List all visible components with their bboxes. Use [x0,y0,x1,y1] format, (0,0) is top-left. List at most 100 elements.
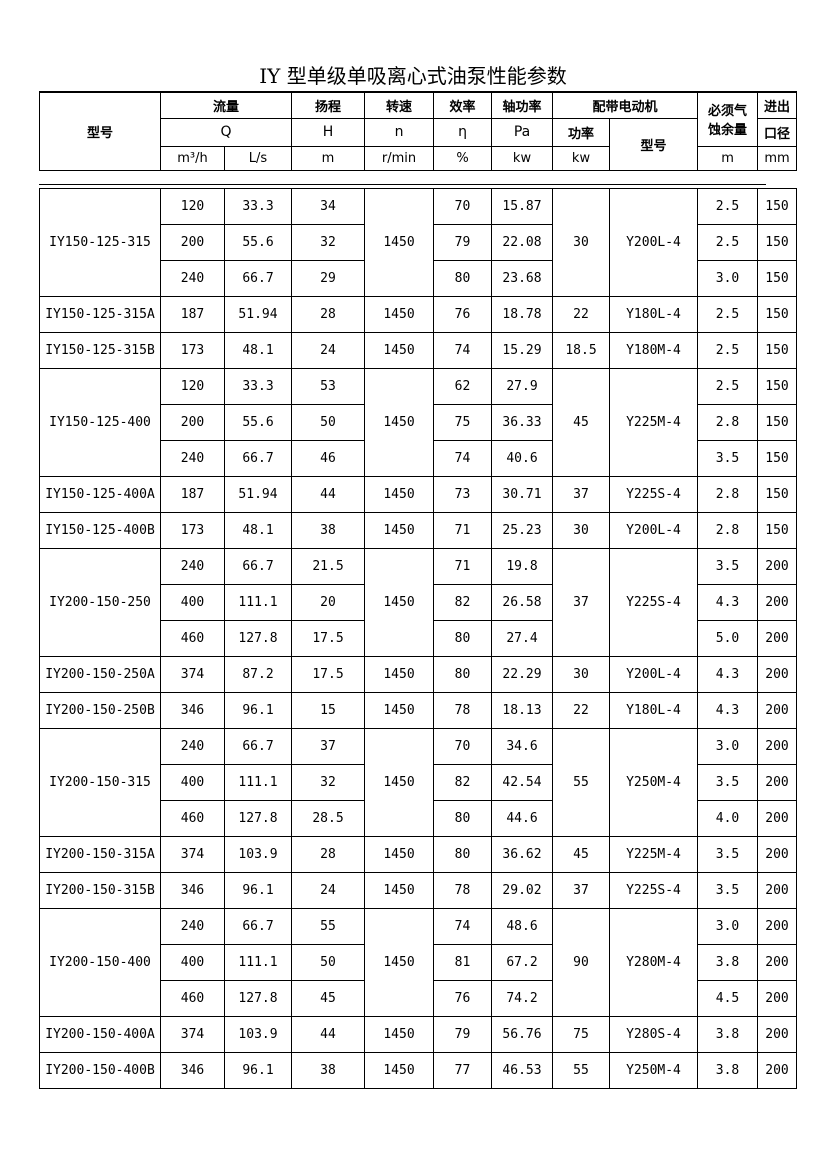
cell-shaft-power: 42.54 [491,764,553,801]
cell-model: IY200-150-400B [39,1052,161,1089]
cell-speed: 1450 [364,1016,434,1053]
table-row: IY150-125-315 120 33.3 34 1450 70 15.87 30 Y200L… [39,188,797,297]
cell-flow-ls: 96.1 [224,692,292,729]
cell-motor-model: Y225S-4 [609,476,698,513]
cell-model: IY150-125-315A [39,296,161,333]
cell-motor-power: 22 [552,296,610,333]
cell-model: IY200-150-315B [39,872,161,909]
cell-model: IY200-150-250A [39,656,161,693]
cell-flow-ls: 103.9 [224,1016,292,1053]
cell-diameter: 200 [757,836,797,873]
table-row: 240 66.7 29 80 23.68 3.0 150 [40,260,797,297]
header-npsh-2: 蚀余量 [708,123,748,139]
header-speed-unit: r/min [364,145,435,171]
cell-flow-ls: 87.2 [224,656,292,693]
table-row: IY200-150-315 240 66.7 37 1450 70 34.6 55 Y250M-… [39,728,797,837]
cell-motor-power: 45 [552,836,610,873]
cell-model: IY200-150-315A [39,836,161,873]
cell-shaft-power: 29.02 [491,872,553,909]
cell-head: 20 [291,584,365,621]
cell-diameter: 150 [757,224,797,261]
cell-flow-m3h: 346 [160,1052,225,1089]
cell-shaft-power: 40.6 [491,440,553,477]
cell-head: 32 [291,224,365,261]
cell-npsh: 3.5 [697,764,758,801]
cell-diameter: 200 [757,692,797,729]
cell-eff: 71 [433,512,492,549]
table-header: 型号 流量 扬程 转速 效率 轴功率 配带电动机 必须气 蚀余量 进出 Q H n… [39,91,798,171]
cell-head: 24 [291,872,365,909]
cell-flow-m3h: 240 [160,908,225,945]
cell-head: 44 [291,1016,365,1053]
cell-diameter: 150 [757,188,797,225]
cell-flow-ls: 55.6 [224,404,292,441]
cell-npsh: 4.3 [697,692,758,729]
cell-motor-model: Y250M-4 [609,728,698,837]
table-row: IY150-125-400 120 33.3 53 1450 62 27.9 45 Y225M-… [39,368,797,477]
cell-eff: 70 [433,188,492,225]
cell-diameter: 200 [757,1052,797,1089]
cell-flow-m3h: 240 [160,548,225,585]
cell-flow-m3h: 400 [160,944,225,981]
cell-eff: 78 [433,872,492,909]
cell-npsh: 3.0 [697,260,758,297]
cell-diameter: 200 [757,872,797,909]
header-shaft: 轴功率 [491,91,554,119]
header-flow: 流量 [159,91,293,119]
cell-diameter: 200 [757,908,797,945]
cell-motor-power: 22 [552,692,610,729]
table-row: IY150-125-315B 173 48.1 24 1450 74 15.29 18.5 Y1… [39,332,797,369]
cell-eff: 76 [433,980,492,1017]
cell-model: IY150-125-400 [39,368,161,477]
cell-model: IY200-150-250B [39,692,161,729]
cell-speed: 1450 [364,836,434,873]
cell-shaft-power: 74.2 [491,980,553,1017]
cell-npsh: 3.5 [697,872,758,909]
cell-npsh: 2.5 [697,188,758,225]
header-flow-unit-1: m³/h [160,145,225,171]
cell-eff: 80 [433,836,492,873]
cell-flow-ls: 103.9 [224,836,292,873]
table-row: 400 111.1 20 82 26.58 4.3 200 [40,584,797,621]
cell-diameter: 150 [757,440,797,477]
cell-diameter: 200 [757,764,797,801]
table-row: IY200-150-400A 374 103.9 44 1450 79 56.76 75 Y28… [39,1016,797,1053]
cell-flow-m3h: 374 [160,1016,225,1053]
cell-flow-m3h: 374 [160,836,225,873]
cell-speed: 1450 [364,728,434,837]
cell-shaft-power: 48.6 [491,908,553,945]
cell-flow-ls: 48.1 [224,332,292,369]
cell-diameter: 150 [757,296,797,333]
cell-motor-power: 37 [552,476,610,513]
cell-head: 53 [291,368,365,405]
cell-diameter: 200 [757,944,797,981]
cell-diameter: 200 [757,620,797,657]
cell-npsh: 3.5 [697,440,758,477]
cell-motor-model: Y200L-4 [609,656,698,693]
cell-shaft-power: 67.2 [491,944,553,981]
cell-motor-model: Y225S-4 [609,548,698,657]
table-row: 460 127.8 28.5 80 44.6 4.0 200 [40,800,797,837]
cell-diameter: 150 [757,512,797,549]
cell-diameter: 200 [757,584,797,621]
header-head: 扬程 [291,91,366,119]
header-npsh: 必须气 蚀余量 [697,91,759,147]
cell-speed: 1450 [364,476,434,513]
cell-flow-m3h: 460 [160,980,225,1017]
cell-shaft-power: 22.08 [491,224,553,261]
cell-flow-m3h: 173 [160,512,225,549]
cell-motor-power: 37 [552,548,610,657]
table-row: IY200-150-400 240 66.7 55 1450 74 48.6 90 Y280M-… [39,908,797,1017]
cell-model: IY200-150-315 [39,728,161,837]
cell-eff: 76 [433,296,492,333]
cell-head: 37 [291,728,365,765]
cell-motor-model: Y280S-4 [609,1016,698,1053]
cell-motor-power: 45 [552,368,610,477]
cell-diameter: 200 [757,980,797,1017]
cell-flow-m3h: 187 [160,476,225,513]
cell-npsh: 3.8 [697,944,758,981]
cell-eff: 80 [433,260,492,297]
header-motor-power-unit: kw [552,145,611,171]
cell-npsh: 2.5 [697,224,758,261]
cell-motor-model: Y180L-4 [609,296,698,333]
